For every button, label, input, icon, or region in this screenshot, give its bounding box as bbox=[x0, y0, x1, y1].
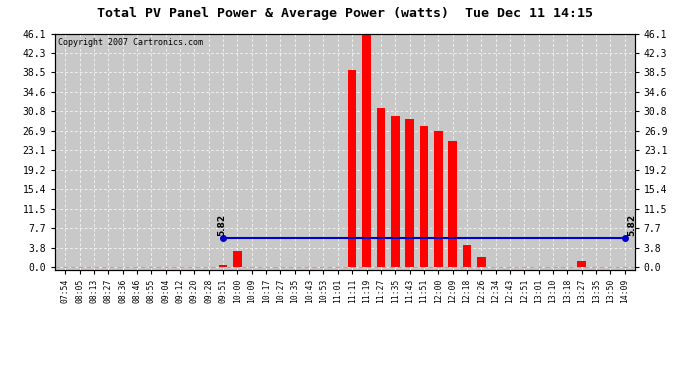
Bar bbox=[233, 251, 242, 267]
Bar bbox=[377, 108, 385, 267]
Bar bbox=[477, 257, 486, 267]
Text: 5.82: 5.82 bbox=[627, 214, 636, 237]
Bar bbox=[391, 116, 400, 267]
Bar bbox=[219, 266, 228, 267]
Bar bbox=[578, 261, 586, 267]
Bar bbox=[405, 119, 414, 267]
Bar bbox=[448, 141, 457, 267]
Bar bbox=[462, 244, 471, 267]
Text: 5.82: 5.82 bbox=[217, 214, 226, 237]
Text: Copyright 2007 Cartronics.com: Copyright 2007 Cartronics.com bbox=[58, 39, 203, 48]
Bar bbox=[362, 34, 371, 267]
Text: Total PV Panel Power & Average Power (watts)  Tue Dec 11 14:15: Total PV Panel Power & Average Power (wa… bbox=[97, 8, 593, 21]
Bar bbox=[434, 131, 442, 267]
Bar bbox=[348, 70, 357, 267]
Bar bbox=[420, 126, 428, 267]
